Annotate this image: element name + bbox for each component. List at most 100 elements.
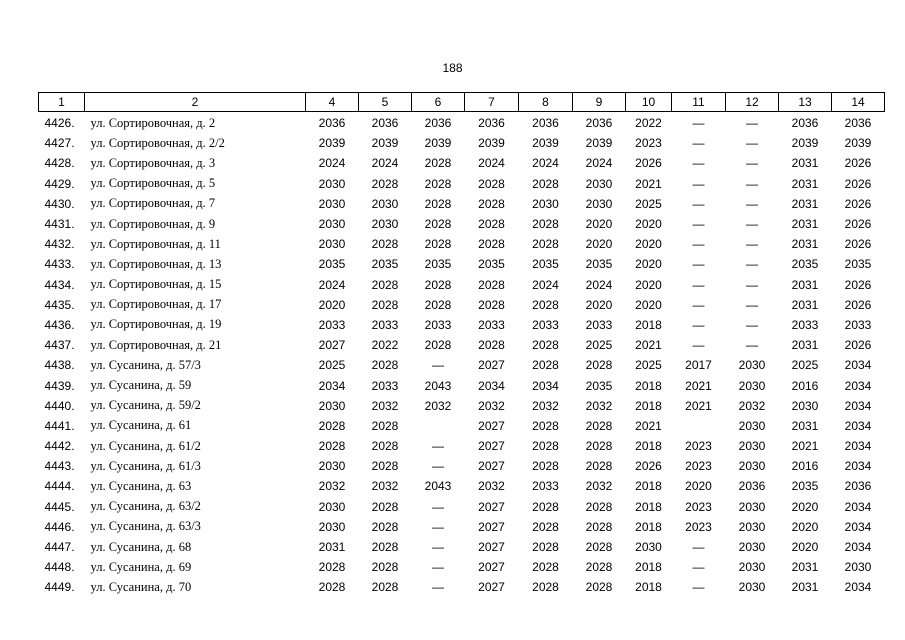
year-cell: 2020 <box>791 540 819 555</box>
year-cell: 2035 <box>532 257 559 272</box>
year-cell: 2028 <box>371 540 399 555</box>
year-cell: 2024 <box>585 156 613 171</box>
year-cell: — <box>746 176 758 191</box>
year-cell: 2028 <box>318 580 346 595</box>
year-cell: 2035 <box>424 257 452 272</box>
year-cell: — <box>692 338 705 353</box>
table-row: 4445. ул. Сусанина, д. 63/2 2030 2028 — 2027 2… <box>39 497 885 517</box>
year-cell: — <box>432 439 444 454</box>
address-cell: ул. Сусанина, д. 57/3 <box>90 357 201 372</box>
year-cell: 2031 <box>791 156 819 171</box>
address-cell: ул. Сортировочная, д. 2 <box>90 115 216 130</box>
row-number: 4434. <box>44 277 75 292</box>
year-cell: 2035 <box>371 257 399 272</box>
year-cell: 2024 <box>532 277 559 292</box>
year-cell: 2030 <box>371 196 399 211</box>
year-cell: 2028 <box>371 358 399 373</box>
year-cell: 2033 <box>532 479 559 494</box>
year-cell: 2030 <box>318 176 346 191</box>
year-cell: 2035 <box>478 257 505 272</box>
year-cell: 2028 <box>318 560 346 575</box>
table-body: 4426. ул. Сортировочная, д. 2 2036 2036 2036… <box>39 112 885 598</box>
table-row: 4440. ул. Сусанина, д. 59/2 2030 2032 2032 20… <box>39 396 885 416</box>
year-cell: 2028 <box>532 499 559 514</box>
address-cell: ул. Сусанина, д. 69 <box>90 559 192 574</box>
year-cell: — <box>746 116 758 131</box>
year-cell: 2035 <box>791 479 819 494</box>
address-cell: ул. Сусанина, д. 63/3 <box>90 519 201 534</box>
address-cell: ул. Сусанина, д. 61/3 <box>90 458 201 473</box>
year-cell: 2018 <box>635 580 662 595</box>
year-cell: — <box>432 540 444 555</box>
year-cell: 2020 <box>791 499 819 514</box>
address-cell: ул. Сусанина, д. 59/2 <box>90 398 201 413</box>
year-cell: 2033 <box>424 317 452 332</box>
year-cell: 2028 <box>532 217 559 232</box>
year-cell: 2028 <box>532 519 559 534</box>
year-cell: 2030 <box>738 418 766 433</box>
year-cell: 2036 <box>532 116 559 131</box>
year-cell: 2028 <box>424 196 452 211</box>
year-cell: 2028 <box>424 217 452 232</box>
year-cell: 2027 <box>478 560 505 575</box>
year-cell: — <box>692 277 705 292</box>
row-number: 4429. <box>44 176 75 191</box>
year-cell: 2016 <box>791 378 819 393</box>
year-cell: 2031 <box>791 277 819 292</box>
row-number: 4430. <box>44 196 75 211</box>
year-cell: 2032 <box>478 398 505 413</box>
year-cell: 2028 <box>478 297 505 312</box>
year-cell: 2025 <box>318 358 346 373</box>
header-cell: 10 <box>625 92 672 112</box>
year-cell: — <box>692 196 705 211</box>
year-cell: 2043 <box>424 479 452 494</box>
year-cell: 2030 <box>738 560 766 575</box>
year-cell: 2018 <box>635 439 662 454</box>
address-cell: ул. Сортировочная, д. 17 <box>90 297 222 312</box>
year-cell: — <box>432 499 444 514</box>
year-cell: 2028 <box>318 418 346 433</box>
year-cell: 2028 <box>585 560 613 575</box>
year-cell: 2039 <box>532 136 559 151</box>
year-cell: — <box>692 136 705 151</box>
year-cell: 2034 <box>318 378 346 393</box>
year-cell: 2031 <box>791 338 819 353</box>
year-cell: 2022 <box>371 338 399 353</box>
year-cell: 2032 <box>585 479 613 494</box>
year-cell: 2030 <box>738 519 766 534</box>
year-cell: 2020 <box>585 237 613 252</box>
year-cell: 2039 <box>318 136 346 151</box>
year-cell: 2026 <box>844 156 872 171</box>
year-cell: 2028 <box>532 560 559 575</box>
year-cell: 2026 <box>844 297 872 312</box>
header-cell: 1 <box>38 92 85 112</box>
year-cell: 2033 <box>318 317 346 332</box>
address-cell: ул. Сортировочная, д. 3 <box>90 155 216 170</box>
year-cell: 2030 <box>532 196 559 211</box>
year-cell: 2035 <box>318 257 346 272</box>
row-number: 4436. <box>44 317 75 332</box>
address-cell: ул. Сусанина, д. 63 <box>90 478 192 493</box>
year-cell: 2028 <box>371 176 399 191</box>
year-cell: 2033 <box>585 317 613 332</box>
address-cell: ул. Сортировочная, д. 9 <box>90 216 216 231</box>
year-cell: 2035 <box>844 257 872 272</box>
address-cell: ул. Сортировочная, д. 13 <box>90 256 222 271</box>
year-cell: 2031 <box>791 560 819 575</box>
row-number: 4437. <box>44 338 75 353</box>
table-row: 4437. ул. Сортировочная, д. 21 2027 2022 202… <box>39 335 885 355</box>
year-cell: 2021 <box>635 418 662 433</box>
year-cell: 2030 <box>585 196 613 211</box>
header-cell: 4 <box>305 92 359 112</box>
year-cell <box>672 416 726 436</box>
year-cell: 2032 <box>424 398 452 413</box>
year-cell: 2033 <box>791 317 819 332</box>
year-cell: 2023 <box>685 459 712 474</box>
year-cell: 2026 <box>844 176 872 191</box>
year-cell: 2026 <box>635 459 662 474</box>
address-cell: ул. Сусанина, д. 68 <box>90 539 192 554</box>
year-cell: 2016 <box>791 459 819 474</box>
year-cell: 2026 <box>844 196 872 211</box>
year-cell: 2028 <box>424 237 452 252</box>
